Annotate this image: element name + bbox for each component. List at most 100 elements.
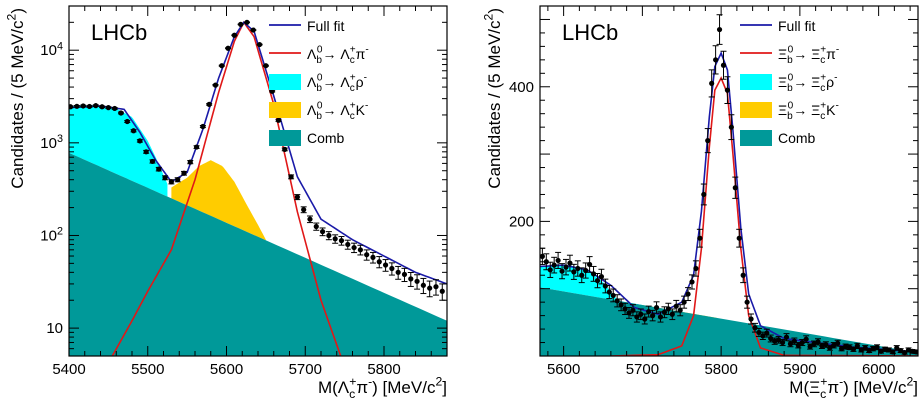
data-point (803, 335, 810, 344)
data-point (732, 176, 739, 199)
data-point (99, 104, 106, 110)
x-tick-label: 5400 (52, 361, 85, 378)
data-point (625, 307, 632, 319)
data-point (578, 267, 585, 284)
legend-item: Comb (269, 130, 345, 146)
data-point (262, 63, 269, 69)
data-point (562, 258, 569, 276)
data-point (582, 262, 589, 279)
x-tick-label: 5800 (704, 361, 737, 378)
data-point (111, 105, 118, 112)
data-point (256, 41, 263, 48)
data-point (338, 236, 345, 246)
data-point (105, 105, 112, 111)
data-point (319, 227, 326, 237)
area-2 (540, 264, 651, 319)
data-point (401, 267, 408, 283)
data-point (206, 101, 213, 107)
data-point (704, 128, 711, 154)
data-point (716, 14, 723, 45)
data-point (862, 345, 869, 351)
data-point (551, 256, 558, 274)
data-point (325, 231, 332, 241)
data-points (540, 14, 918, 356)
data-point (708, 69, 715, 98)
data-point (149, 158, 156, 165)
data-point (143, 149, 150, 155)
series-line-4 (610, 76, 918, 356)
data-point (681, 295, 688, 309)
legend-label: Full fit (778, 18, 815, 34)
y-tick-label: 10 (46, 320, 63, 337)
x-axis-label: M(Ξc+π-) [MeV/c2] (789, 374, 918, 401)
data-point (779, 339, 786, 347)
legend-label: Λb0→ Λc+ρ- (307, 73, 367, 95)
experiment-label: LHCb (91, 20, 147, 45)
data-point (414, 274, 421, 290)
data-point (382, 259, 389, 272)
data-point (199, 123, 206, 130)
legend-swatch (740, 74, 772, 90)
legend-label: Comb (778, 130, 816, 146)
data-point (117, 110, 124, 116)
data-point (212, 82, 219, 88)
data-point (661, 306, 668, 319)
data-point (669, 308, 676, 321)
data-point (744, 295, 751, 309)
data-point (130, 128, 137, 134)
data-point (124, 118, 131, 125)
data-point (649, 309, 656, 322)
data-point (771, 337, 778, 345)
data-point (225, 45, 232, 51)
data-point (250, 27, 257, 33)
data-point (700, 183, 707, 206)
data-point (92, 103, 99, 109)
data-point (590, 265, 597, 282)
data-point (288, 174, 295, 180)
data-point (740, 267, 747, 284)
data-point (407, 272, 414, 287)
data-point (574, 260, 581, 277)
data-point (180, 170, 187, 176)
x-tick-label: 5500 (131, 361, 164, 378)
data-point (243, 19, 250, 25)
data-point (439, 283, 446, 301)
plot-area (540, 14, 918, 356)
chart-panel-1: 5400 5500 5600 5700 5800 10 102 103 104 M(Λc+π-) … (4, 5, 448, 401)
experiment-label: LHCb (562, 20, 618, 45)
data-point (351, 242, 358, 254)
data-point (598, 268, 605, 285)
data-point (281, 146, 288, 152)
data-point (426, 280, 433, 298)
area-comb (69, 152, 447, 356)
y-tick-label: 103 (40, 133, 63, 152)
data-point (395, 265, 402, 280)
legend-item: Ξb0→ Ξc+π- (740, 45, 839, 66)
data-point (376, 256, 383, 269)
legend-item: Ξb0→ Ξc+K- (740, 101, 839, 122)
legend-item: Full fit (269, 18, 344, 34)
data-point (685, 287, 692, 302)
data-point (420, 277, 427, 295)
data-point (332, 234, 339, 244)
data-point (606, 284, 613, 300)
x-tick-label: 5700 (626, 361, 659, 378)
data-point (570, 263, 577, 280)
legend-item: Full fit (740, 18, 815, 34)
data-point (677, 304, 684, 317)
data-point (633, 311, 640, 323)
legend-swatch (269, 74, 301, 90)
data-point (136, 138, 143, 144)
data-point (688, 274, 695, 290)
legend: Full fit Λb0→ Λc+π- Λb0→ Λc+ρ- Λb0→ Λc+K- Co… (269, 18, 369, 146)
legend: Full fit Ξb0→ Ξc+π- Ξb0→ Ξc+ρ- Ξb0→ Ξc+K- Co… (740, 18, 839, 146)
data-point (893, 345, 900, 351)
data-point (193, 144, 200, 150)
legend-item: Λb0→ Λc+K- (269, 101, 368, 122)
series-line-4 (111, 20, 342, 356)
data-point (237, 21, 244, 27)
chart-panel-2: 5600 5700 5800 5900 6000 200 400 M(Ξc+π-) [MeV/… (481, 5, 919, 401)
legend-label: Ξb0→ Ξc+ρ- (778, 73, 838, 95)
y-axis-label: Candidates / (5 MeV/c2) (4, 8, 27, 189)
